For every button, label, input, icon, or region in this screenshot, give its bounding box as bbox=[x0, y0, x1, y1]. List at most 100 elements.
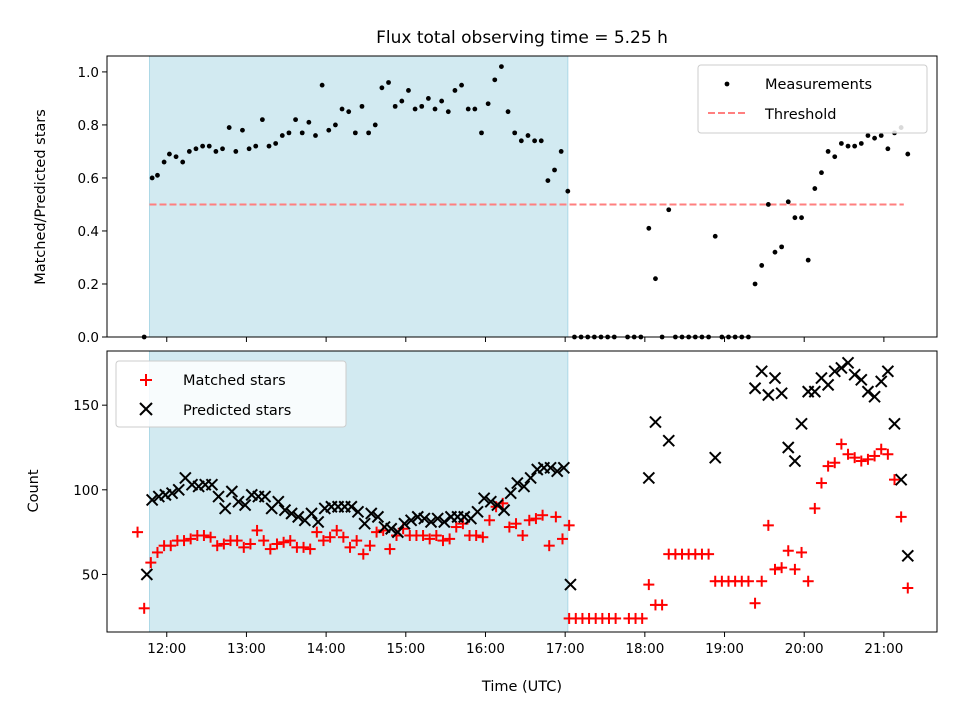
measurement-point bbox=[346, 109, 352, 115]
measurement-point bbox=[259, 117, 265, 123]
predicted-stars-point bbox=[788, 454, 802, 468]
matched-stars-point bbox=[809, 502, 821, 514]
matched-stars-point bbox=[889, 474, 901, 486]
matched-stars-point bbox=[789, 563, 801, 575]
predicted-stars-point bbox=[471, 505, 484, 519]
matched-stars-point bbox=[311, 526, 323, 538]
measurement-point bbox=[779, 244, 785, 250]
matched-stars-point bbox=[776, 562, 788, 574]
measurement-point bbox=[439, 98, 445, 104]
x-tick-label: 16:00 bbox=[466, 641, 505, 657]
measurement-point bbox=[832, 154, 838, 160]
measurement-point bbox=[412, 106, 418, 112]
measurement-point bbox=[799, 215, 804, 221]
matched-stars-point bbox=[344, 541, 356, 553]
matched-stars-point bbox=[703, 548, 715, 560]
predicted-stars-point bbox=[550, 464, 564, 478]
predicted-stars-point bbox=[232, 495, 245, 508]
predicted-stars-point bbox=[285, 507, 298, 520]
measurement-point bbox=[399, 98, 405, 104]
measurement-point bbox=[785, 199, 791, 205]
top-plot-frame bbox=[106, 55, 938, 338]
predicted-stars-point bbox=[384, 522, 398, 535]
predicted-stars-point bbox=[894, 473, 908, 486]
measurement-point bbox=[545, 178, 551, 183]
measurement-point bbox=[558, 149, 564, 154]
measurement-point bbox=[167, 151, 172, 157]
predicted-stars-point bbox=[365, 507, 378, 520]
measurement-point bbox=[366, 130, 372, 136]
legend-matched-label: Matched stars bbox=[183, 373, 286, 389]
matched-stars-point bbox=[842, 448, 854, 460]
matched-stars-point bbox=[271, 538, 283, 550]
legend-predicted-label: Predicted stars bbox=[183, 403, 291, 419]
matched-stars-point bbox=[742, 575, 754, 587]
measurement-point bbox=[253, 143, 259, 149]
predicted-stars-point bbox=[504, 486, 517, 500]
predicted-stars-point bbox=[888, 417, 901, 430]
legend-predicted-marker bbox=[139, 402, 153, 416]
predicted-stars-point bbox=[775, 387, 788, 400]
predicted-stars-point bbox=[875, 375, 888, 388]
predicted-stars-point bbox=[431, 512, 444, 525]
measurement-point bbox=[326, 127, 332, 133]
matched-stars-point bbox=[503, 521, 515, 533]
predicted-stars-point bbox=[145, 493, 159, 507]
predicted-stars-point bbox=[497, 503, 511, 517]
predicted-stars-point bbox=[491, 498, 504, 512]
predicted-stars-point bbox=[768, 371, 782, 385]
matched-stars-point bbox=[815, 477, 827, 489]
x-tick-label: 14:00 bbox=[307, 641, 346, 657]
bottom-y-axis: 50 100 150 bbox=[73, 398, 107, 583]
measurement-point bbox=[465, 106, 471, 112]
measurement-point bbox=[752, 281, 758, 287]
predicted-stars-point bbox=[755, 365, 768, 378]
matched-stars-point bbox=[331, 524, 343, 536]
matched-stars-point bbox=[298, 541, 310, 553]
matched-stars-point bbox=[165, 540, 177, 552]
x-tick-label: 17:00 bbox=[546, 641, 585, 657]
y-tick-label: 150 bbox=[73, 398, 99, 414]
x-tick-label: 20:00 bbox=[785, 641, 824, 657]
measurement-point bbox=[525, 133, 531, 138]
measurement-point bbox=[286, 130, 292, 136]
measurement-point bbox=[313, 133, 318, 138]
bottom-x-ticks: 12:00 13:00 14:00 15:00 16:00 17:00 18:00 19:00… bbox=[147, 632, 903, 657]
measurement-point bbox=[306, 119, 312, 125]
x-tick-label: 18:00 bbox=[625, 641, 664, 657]
measurement-point bbox=[206, 143, 212, 149]
matched-stars-point bbox=[317, 535, 329, 547]
matched-stars-point bbox=[231, 535, 243, 547]
top-legend: Measurements Threshold bbox=[697, 64, 928, 134]
measurement-point bbox=[406, 88, 411, 93]
matched-stars-point bbox=[211, 540, 223, 552]
matched-stars-point bbox=[178, 535, 190, 547]
measurement-point bbox=[186, 149, 192, 154]
matched-stars-point bbox=[782, 545, 794, 557]
measurement-point bbox=[838, 141, 844, 146]
predicted-stars-point bbox=[358, 517, 371, 530]
matched-stars-point bbox=[145, 557, 157, 569]
measurement-point bbox=[518, 138, 524, 144]
predicted-stars-point bbox=[835, 361, 848, 375]
matched-stars-point bbox=[264, 543, 276, 555]
predicted-stars-point bbox=[305, 507, 318, 520]
matched-stars-point bbox=[849, 452, 861, 464]
measurement-point bbox=[379, 85, 385, 91]
matched-stars-point bbox=[430, 530, 442, 542]
measurement-point bbox=[646, 225, 652, 231]
measurement-point bbox=[293, 117, 298, 123]
matched-stars-point bbox=[351, 535, 363, 547]
predicted-stars-point bbox=[351, 505, 365, 519]
predicted-stars-point bbox=[517, 480, 531, 493]
predicted-stars-point bbox=[642, 471, 656, 485]
predicted-stars-point bbox=[292, 510, 305, 524]
matched-stars-point bbox=[198, 530, 210, 542]
matched-stars-point bbox=[537, 509, 549, 521]
matched-stars-point bbox=[337, 531, 349, 543]
matched-stars-point bbox=[902, 582, 914, 594]
measurement-point bbox=[425, 96, 431, 101]
predicted-stars-point bbox=[662, 434, 675, 447]
y-tick-label: 1.0 bbox=[78, 65, 99, 81]
measurement-point bbox=[479, 130, 484, 136]
